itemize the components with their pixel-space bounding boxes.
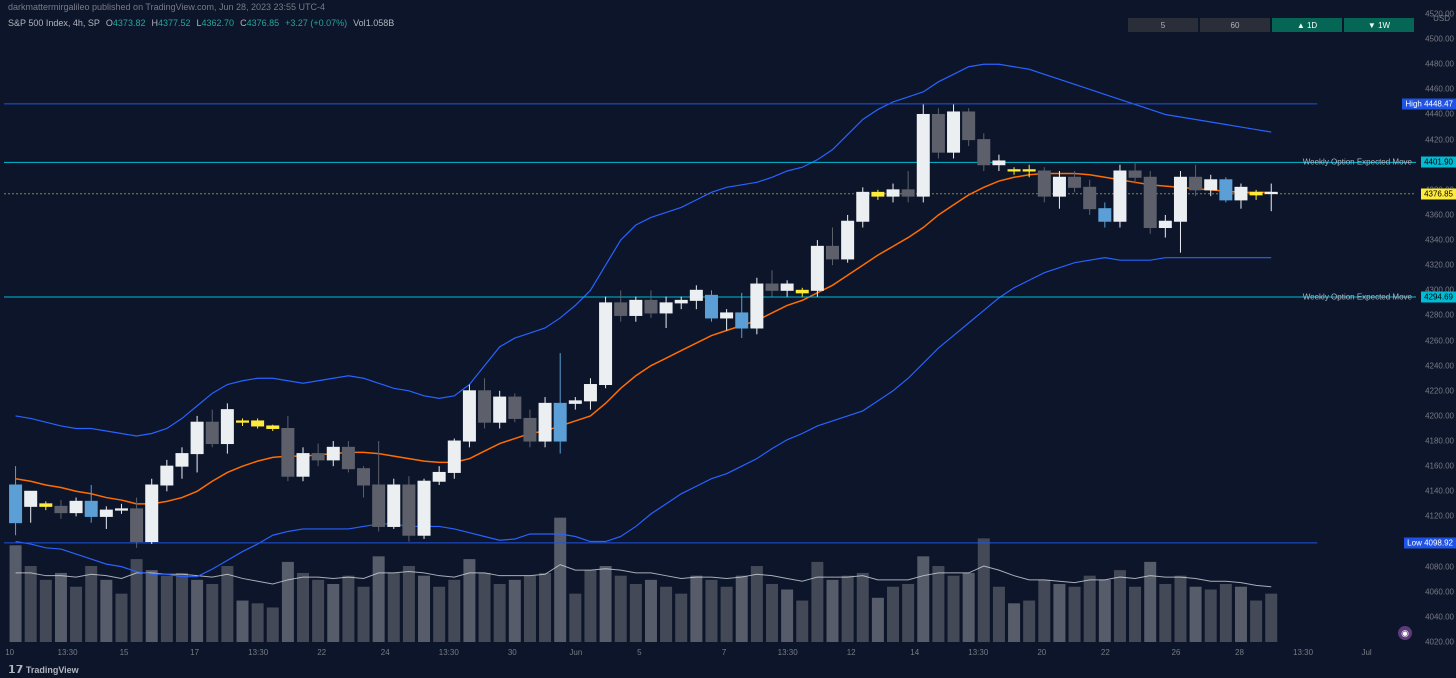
x-tick: 13:30: [439, 648, 459, 657]
y-tick: 4020.00: [1425, 638, 1454, 647]
y-tick: 4120.00: [1425, 512, 1454, 521]
y-tick: 4220.00: [1425, 386, 1454, 395]
x-tick: 22: [317, 648, 326, 657]
x-tick: Jun: [569, 648, 582, 657]
x-tick: 26: [1172, 648, 1181, 657]
x-tick: 24: [381, 648, 390, 657]
x-tick: 12: [847, 648, 856, 657]
price-axis[interactable]: USD 4020.004040.004060.004080.004100.004…: [1416, 14, 1456, 642]
y-tick: 4420.00: [1425, 135, 1454, 144]
y-tick: 4080.00: [1425, 562, 1454, 571]
x-tick: 7: [722, 648, 726, 657]
weekly-lower-tag: 4294.69: [1421, 291, 1456, 302]
y-tick: 4360.00: [1425, 210, 1454, 219]
x-tick: 20: [1037, 648, 1046, 657]
y-tick: 4280.00: [1425, 311, 1454, 320]
tradingview-logo: 𝟭𝟳 TradingView: [8, 663, 79, 676]
high-tag: High 4448.47: [1402, 98, 1456, 109]
y-tick: 4460.00: [1425, 85, 1454, 94]
y-tick: 4240.00: [1425, 361, 1454, 370]
snapshot-icon[interactable]: ◉: [1398, 626, 1412, 640]
y-tick: 4040.00: [1425, 612, 1454, 621]
current-price-tag: 4376.85: [1421, 188, 1456, 199]
weekly-upper-tag: 4401.90: [1421, 157, 1456, 168]
y-tick: 4200.00: [1425, 411, 1454, 420]
x-tick: 13:30: [58, 648, 78, 657]
x-tick: 13:30: [968, 648, 988, 657]
y-tick: 4260.00: [1425, 336, 1454, 345]
x-tick: 30: [508, 648, 517, 657]
x-tick: 15: [120, 648, 129, 657]
time-axis[interactable]: 10 13:30 15 17 13:30 22 24 13:30 30 Jun 5 7 13:30 12 1…: [4, 646, 1416, 662]
y-tick: 4060.00: [1425, 587, 1454, 596]
y-tick: 4160.00: [1425, 462, 1454, 471]
weekly-move-label: Weekly Option Expected Move: [1303, 158, 1416, 167]
x-tick: 13:30: [1293, 648, 1313, 657]
weekly-move-label: Weekly Option Expected Move: [1303, 292, 1416, 301]
y-tick: 4140.00: [1425, 487, 1454, 496]
x-tick: 22: [1101, 648, 1110, 657]
x-tick: 13:30: [248, 648, 268, 657]
chart-canvas[interactable]: [4, 14, 1416, 642]
y-tick: 4500.00: [1425, 35, 1454, 44]
x-tick: Jul: [1361, 648, 1371, 657]
x-tick: 28: [1235, 648, 1244, 657]
y-tick: 4520.00: [1425, 10, 1454, 19]
x-tick: 5: [637, 648, 641, 657]
y-tick: 4340.00: [1425, 236, 1454, 245]
publisher-text: darkmattermirgalileo published on Tradin…: [8, 2, 325, 12]
x-tick: 10: [5, 648, 14, 657]
x-tick: 17: [190, 648, 199, 657]
x-tick: 13:30: [778, 648, 798, 657]
y-tick: 4320.00: [1425, 261, 1454, 270]
y-tick: 4180.00: [1425, 437, 1454, 446]
low-tag: Low 4098.92: [1404, 537, 1456, 548]
publish-header: darkmattermirgalileo published on Tradin…: [0, 0, 333, 14]
y-tick: 4480.00: [1425, 60, 1454, 69]
y-tick: 4440.00: [1425, 110, 1454, 119]
x-tick: 14: [910, 648, 919, 657]
